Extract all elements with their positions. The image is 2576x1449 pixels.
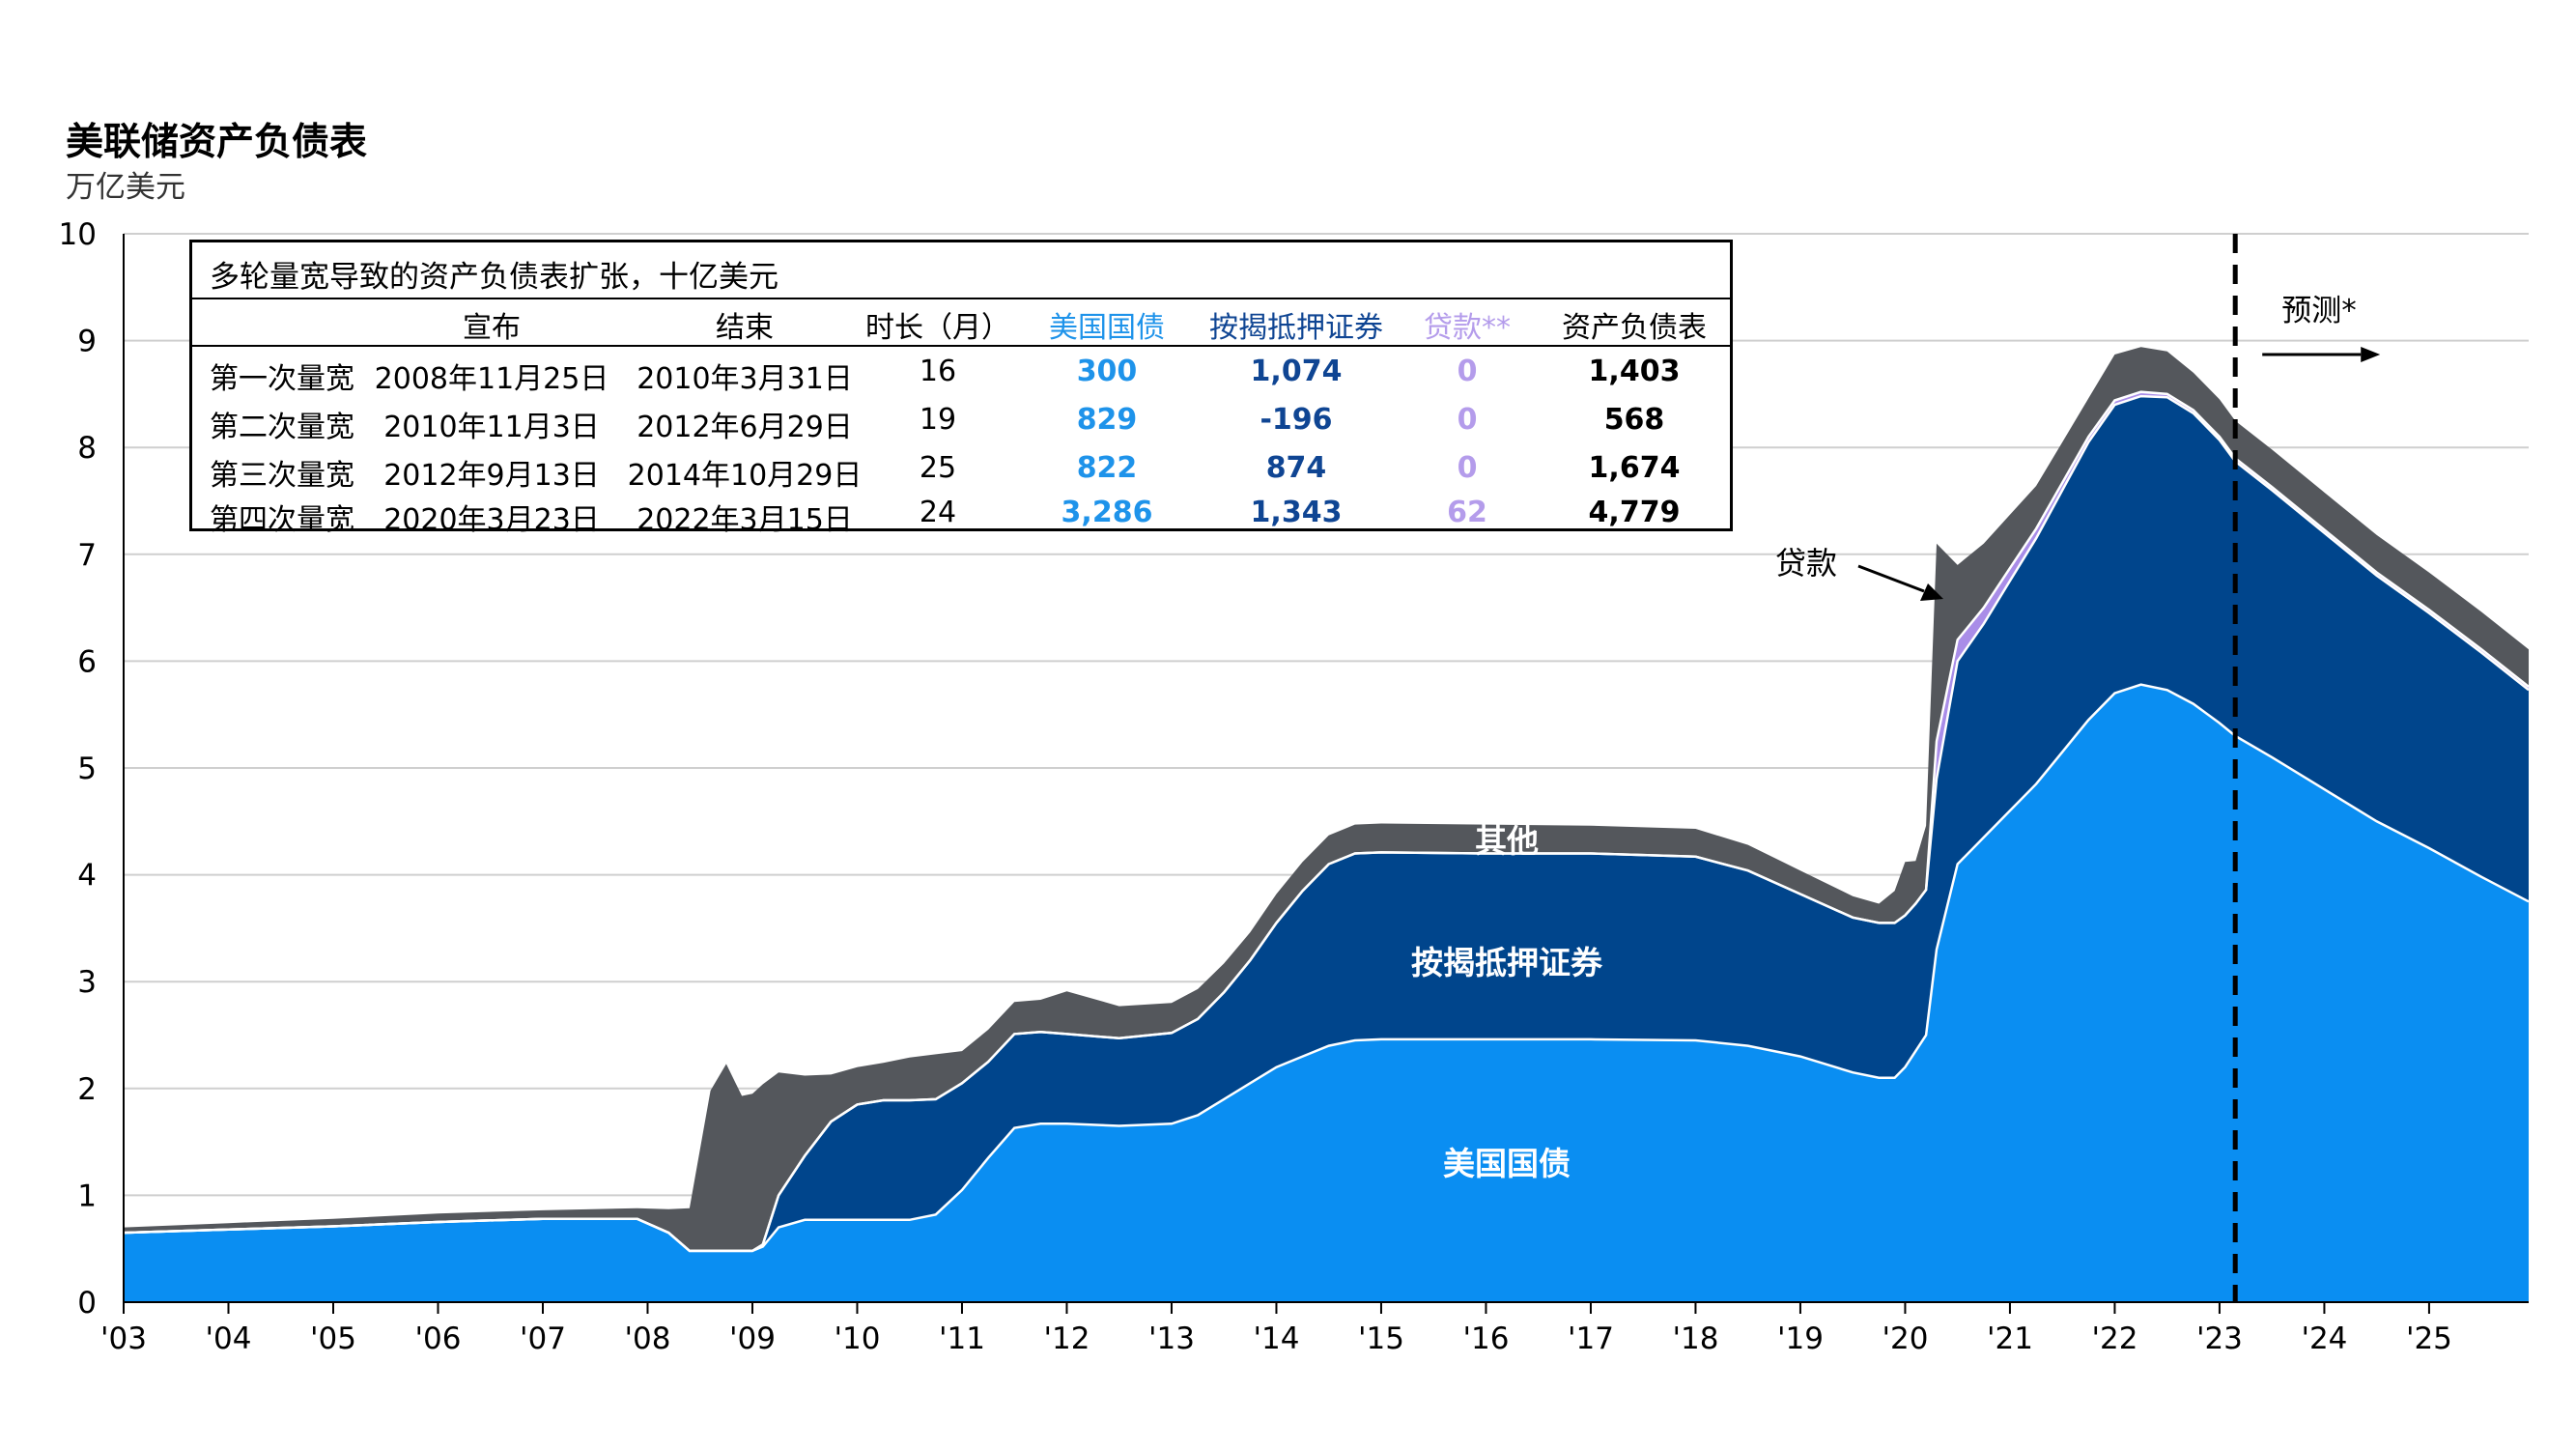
header-months: 时长（月） bbox=[865, 311, 1010, 345]
header-loans: 贷款** bbox=[1424, 311, 1511, 345]
loans-arrow bbox=[1857, 564, 1925, 593]
row-mbs: -196 bbox=[1260, 403, 1333, 437]
row-total: 1,403 bbox=[1588, 355, 1681, 388]
qe-summary-table: 多轮量宽导致的资产负债表扩张，十亿美元 宣布 结束 时长（月） 美国国债 按揭抵… bbox=[189, 240, 1733, 537]
table-divider bbox=[192, 345, 1730, 347]
x-tick-label: '17 bbox=[1568, 1321, 1614, 1356]
loans-arrowhead bbox=[1920, 583, 1943, 601]
x-tick-label: '11 bbox=[939, 1321, 985, 1356]
row-announced: 2008年11月25日 bbox=[374, 362, 609, 396]
row-treasuries: 822 bbox=[1076, 451, 1138, 485]
y-tick-label: 0 bbox=[77, 1286, 97, 1321]
x-tick-label: '21 bbox=[1987, 1321, 2033, 1356]
header-mbs: 按揭抵押证券 bbox=[1209, 311, 1383, 345]
row-loans: 0 bbox=[1457, 451, 1478, 485]
row-total: 1,674 bbox=[1588, 451, 1681, 485]
x-tick-label: '15 bbox=[1358, 1321, 1404, 1356]
table-divider bbox=[192, 298, 1730, 299]
row-loans: 62 bbox=[1447, 496, 1487, 529]
row-ended: 2022年3月15日 bbox=[637, 503, 853, 537]
y-tick-label: 8 bbox=[77, 431, 97, 466]
row-announced: 2012年9月13日 bbox=[383, 459, 600, 493]
y-tick-label: 4 bbox=[77, 859, 97, 894]
y-tick-label: 1 bbox=[77, 1179, 97, 1213]
forecast-arrowhead bbox=[2361, 347, 2381, 362]
y-tick-label: 10 bbox=[59, 217, 97, 252]
x-tick-label: '06 bbox=[415, 1321, 462, 1356]
y-tick-label: 2 bbox=[77, 1072, 97, 1107]
row-name: 第一次量宽 bbox=[210, 362, 354, 396]
table-title: 多轮量宽导致的资产负债表扩张，十亿美元 bbox=[210, 260, 778, 295]
row-treasuries: 3,286 bbox=[1061, 496, 1153, 529]
treasuries-label: 美国国债 bbox=[1443, 1145, 1571, 1182]
x-tick-label: '16 bbox=[1462, 1321, 1509, 1356]
row-treasuries: 829 bbox=[1076, 403, 1138, 437]
x-tick-label: '20 bbox=[1882, 1321, 1928, 1356]
row-announced: 2010年11月3日 bbox=[383, 411, 600, 444]
header-ended: 结束 bbox=[716, 311, 774, 345]
y-tick-label: 9 bbox=[77, 325, 97, 359]
row-ended: 2012年6月29日 bbox=[637, 411, 853, 444]
axes: 0 1 2 3 4 5 6 7 8 9 10 '03 '04 '05 '06 '07 '08 '09 '10 '11 '… bbox=[59, 217, 2529, 1356]
row-months: 16 bbox=[919, 355, 957, 388]
chart-subtitle: 万亿美元 bbox=[66, 170, 185, 205]
row-mbs: 874 bbox=[1265, 451, 1327, 485]
y-tick-label: 5 bbox=[77, 752, 97, 786]
row-ended: 2014年10月29日 bbox=[627, 459, 863, 493]
x-tick-label: '03 bbox=[100, 1321, 147, 1356]
x-tick-label: '22 bbox=[2091, 1321, 2137, 1356]
y-tick-label: 6 bbox=[77, 644, 97, 679]
x-tick-label: '09 bbox=[729, 1321, 776, 1356]
stacked-areas bbox=[123, 347, 2530, 1302]
row-ended: 2010年3月31日 bbox=[637, 362, 853, 396]
x-tick-label: '13 bbox=[1148, 1321, 1195, 1356]
row-treasuries: 300 bbox=[1076, 355, 1138, 388]
x-tick-label: '08 bbox=[624, 1321, 670, 1356]
x-tick-label: '19 bbox=[1777, 1321, 1824, 1356]
row-total: 568 bbox=[1603, 403, 1665, 437]
row-mbs: 1,343 bbox=[1250, 496, 1343, 529]
row-mbs: 1,074 bbox=[1250, 355, 1343, 388]
x-tick-label: '12 bbox=[1043, 1321, 1090, 1356]
forecast-label: 预测* bbox=[2281, 294, 2357, 328]
row-announced: 2020年3月23日 bbox=[383, 503, 600, 537]
x-tick-label: '25 bbox=[2406, 1321, 2452, 1356]
row-total: 4,779 bbox=[1588, 496, 1681, 529]
row-name: 第二次量宽 bbox=[210, 411, 354, 444]
header-total: 资产负债表 bbox=[1562, 311, 1707, 345]
mbs-label: 按揭抵押证券 bbox=[1411, 944, 1603, 981]
header-announced: 宣布 bbox=[463, 311, 521, 345]
other-label: 其他 bbox=[1475, 822, 1539, 860]
x-tick-label: '23 bbox=[2196, 1321, 2243, 1356]
row-name: 第三次量宽 bbox=[210, 459, 354, 493]
row-months: 24 bbox=[919, 496, 957, 529]
y-tick-label: 7 bbox=[77, 538, 97, 573]
series-boundary-2 bbox=[123, 390, 2530, 1253]
row-loans: 0 bbox=[1457, 355, 1478, 388]
x-tick-label: '14 bbox=[1253, 1321, 1299, 1356]
x-tick-label: '07 bbox=[520, 1321, 566, 1356]
chart-title: 美联储资产负债表 bbox=[66, 121, 368, 164]
loans-label: 贷款 bbox=[1775, 545, 1837, 582]
x-tick-label: '10 bbox=[834, 1321, 880, 1356]
y-tick-label: 3 bbox=[77, 965, 97, 1000]
x-tick-label: '05 bbox=[310, 1321, 356, 1356]
row-months: 25 bbox=[919, 451, 957, 485]
x-tick-label: '24 bbox=[2301, 1321, 2347, 1356]
row-loans: 0 bbox=[1457, 403, 1478, 437]
header-treasuries: 美国国债 bbox=[1049, 311, 1165, 345]
x-tick-label: '04 bbox=[206, 1321, 252, 1356]
x-tick-label: '18 bbox=[1672, 1321, 1718, 1356]
area-series-0 bbox=[124, 684, 2529, 1302]
row-name: 第四次量宽 bbox=[210, 503, 354, 537]
row-months: 19 bbox=[919, 403, 957, 437]
